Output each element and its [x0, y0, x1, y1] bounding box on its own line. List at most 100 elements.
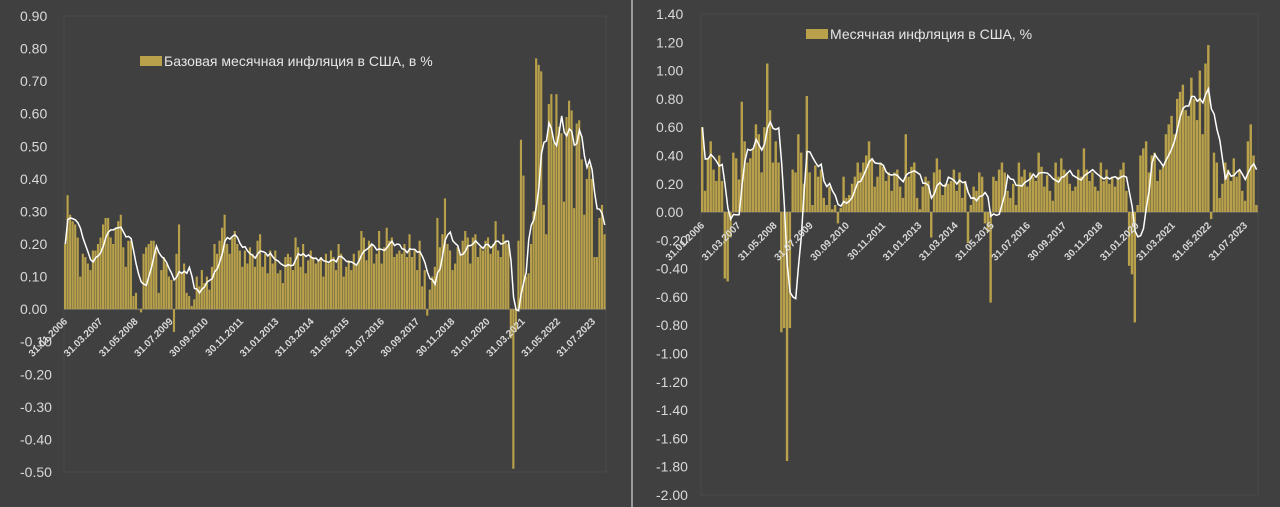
bar	[1212, 152, 1216, 213]
bar	[324, 253, 327, 310]
bar	[297, 247, 300, 310]
bar	[555, 94, 558, 310]
bar	[162, 257, 165, 310]
bar	[712, 169, 715, 213]
y-tick-label: 0.40	[20, 171, 47, 187]
bar	[380, 263, 383, 310]
bar	[109, 237, 112, 310]
bar	[461, 240, 464, 310]
bar	[924, 176, 927, 213]
bar	[1195, 120, 1199, 213]
bar	[210, 266, 214, 310]
bar	[1130, 212, 1134, 275]
bar	[167, 276, 170, 310]
bar	[941, 195, 944, 213]
bar	[1184, 110, 1187, 213]
bar	[71, 221, 74, 310]
bar	[873, 186, 876, 213]
bar	[532, 211, 535, 310]
bar	[195, 276, 198, 310]
bar	[720, 180, 724, 213]
bar	[593, 257, 596, 310]
bar	[816, 176, 820, 213]
y-tick-label: -1.00	[656, 346, 688, 362]
bar	[385, 227, 388, 310]
bar	[352, 253, 355, 310]
bar	[238, 250, 241, 310]
bar	[466, 237, 469, 310]
bar	[927, 180, 930, 213]
bar	[448, 250, 452, 310]
bar	[890, 190, 893, 213]
bar	[1133, 212, 1137, 323]
bar	[454, 263, 457, 310]
bar	[575, 123, 578, 310]
bar	[76, 237, 79, 310]
bar	[1161, 166, 1165, 213]
bar	[1150, 155, 1153, 213]
bar	[145, 247, 148, 310]
bar	[107, 217, 110, 310]
bar	[155, 250, 158, 310]
bar	[1232, 158, 1235, 213]
bar	[768, 110, 772, 213]
bar	[139, 309, 143, 313]
bar	[499, 257, 502, 310]
bar	[314, 263, 317, 310]
bar	[856, 162, 859, 213]
bar	[269, 250, 272, 310]
bar	[233, 230, 236, 310]
bar	[1062, 169, 1066, 213]
bar	[142, 253, 145, 310]
bar	[507, 244, 510, 310]
bar	[1048, 190, 1052, 213]
bar	[474, 234, 477, 310]
bar	[347, 260, 350, 310]
bar	[766, 63, 769, 213]
bar	[1226, 169, 1230, 213]
bar	[717, 155, 721, 213]
bar	[1094, 186, 1097, 213]
bar	[365, 260, 368, 310]
bar	[1088, 180, 1091, 213]
bar	[822, 197, 826, 213]
bar	[319, 257, 322, 310]
bar	[879, 162, 882, 213]
bar	[527, 273, 530, 310]
bar	[709, 141, 712, 213]
bar	[918, 209, 922, 213]
y-tick-label: 0.60	[656, 119, 683, 135]
bar	[743, 141, 746, 213]
bar	[603, 234, 606, 310]
bar	[464, 230, 467, 310]
bar	[228, 253, 231, 310]
bar	[522, 175, 525, 310]
bar	[413, 250, 416, 310]
bar	[1167, 124, 1170, 213]
bar	[562, 201, 566, 310]
bar	[751, 148, 755, 213]
bar	[421, 286, 424, 310]
bar	[845, 197, 848, 213]
bar	[124, 266, 127, 310]
bar	[372, 263, 376, 310]
legend-label: Базовая месячная инфляция в США, в %	[164, 53, 433, 69]
moving-average-line	[64, 115, 606, 312]
bar	[433, 266, 436, 310]
bar	[980, 176, 984, 213]
bar	[441, 234, 444, 310]
bar	[190, 305, 193, 310]
bar	[340, 253, 343, 310]
bar	[1238, 169, 1241, 213]
bar	[588, 165, 591, 310]
bar-series	[64, 58, 606, 469]
y-tick-label: -0.30	[20, 399, 52, 415]
plot-area	[63, 15, 607, 473]
bar	[175, 253, 178, 310]
bar	[1215, 162, 1219, 213]
bar	[74, 224, 77, 310]
bar	[428, 289, 431, 310]
bar	[431, 276, 434, 310]
bar	[299, 266, 302, 310]
bar	[177, 224, 181, 310]
